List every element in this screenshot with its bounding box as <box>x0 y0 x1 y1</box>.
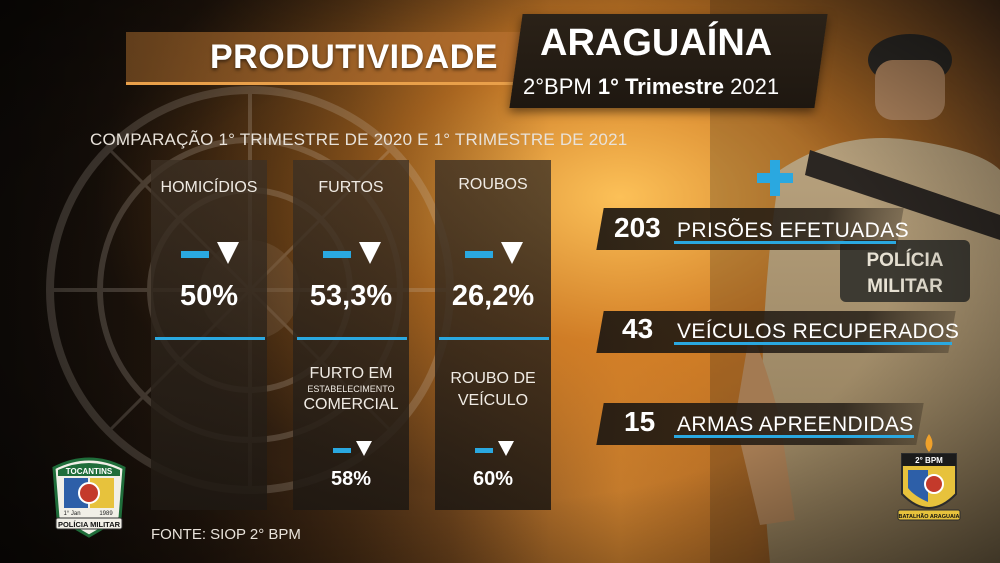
badge-left-top: TOCANTINS <box>66 467 113 476</box>
stat-label-armas: ARMAS APREENDIDAS <box>677 413 914 436</box>
stat-label-veiculos: VEÍCULOS RECUPERADOS <box>677 320 960 343</box>
comparison-label: COMPARAÇÃO 1° TRIMESTRE DE 2020 E 1° TRI… <box>90 130 628 149</box>
stat-number-prisoes: 203 <box>614 212 661 243</box>
policia-militar-tocantins-badge: TOCANTINS 1° Jan 1989 POLÍCIA MILITAR <box>52 457 126 538</box>
badge-left-year: 1989 <box>99 511 113 517</box>
officer-patch-line1: POLÍCIA <box>866 249 943 271</box>
decrease-icon <box>151 240 267 268</box>
value-homicidios: 50% <box>179 280 239 312</box>
stat-underline <box>674 435 914 438</box>
value-roubo-veiculo: 60% <box>472 468 514 490</box>
city-subtitle: 2°BPM 1° Trimestre 2021 <box>523 74 779 100</box>
source-note: FONTE: SIOP 2° BPM <box>151 526 301 543</box>
value-furto-comercial: 58% <box>330 468 372 490</box>
column-furtos <box>293 160 409 510</box>
column-label-furtos: FURTOS <box>318 179 384 196</box>
column-divider <box>297 337 407 340</box>
sub-label-roubo-veiculo: ROUBO DE VEÍCULO <box>435 368 551 412</box>
value-roubos: 26,2% <box>451 280 535 312</box>
decrease-icon <box>293 240 409 268</box>
decrease-icon-small <box>435 440 551 460</box>
sub-label-small: ESTABELECIMENTO <box>307 384 395 394</box>
title-underline <box>126 82 536 85</box>
badge-left-bottom: POLÍCIA MILITAR <box>58 520 121 529</box>
badge-left-date: 1° Jan <box>63 511 80 517</box>
page-title: PRODUTIVIDADE <box>210 38 498 76</box>
column-label-roubos: ROUBOS <box>458 176 528 193</box>
sub-label-furto-comercial: FURTO EM ESTABELECIMENTO COMERCIAL <box>293 364 409 414</box>
column-divider <box>155 337 265 340</box>
unit-label: 2°BPM <box>523 74 592 99</box>
sub-label-line2: VEÍCULO <box>457 392 529 409</box>
value-furtos: 53,3% <box>309 280 393 312</box>
column-label-homicidios: HOMICÍDIOS <box>160 179 258 196</box>
city-name: ARAGUAÍNA <box>540 22 773 64</box>
stat-underline <box>674 342 952 345</box>
column-roubos <box>435 160 551 510</box>
year-label: 2021 <box>730 74 780 99</box>
officer-patch-line2: MILITAR <box>867 276 943 297</box>
sub-label-line1: ROUBO DE <box>450 370 536 387</box>
period-label: 1° Trimestre <box>597 74 725 99</box>
column-divider <box>439 337 549 340</box>
stat-underline <box>674 241 896 244</box>
stat-label-prisoes: PRISÕES EFETUADAS <box>677 219 910 242</box>
decrease-icon <box>435 240 551 268</box>
stat-number-veiculos: 43 <box>622 313 654 344</box>
badge-right-top: 2° BPM <box>915 456 943 465</box>
decrease-icon-small <box>293 440 409 460</box>
badge-right-bottom: BATALHÃO ARAGUAIA <box>898 513 959 520</box>
batalhao-araguaia-badge: 2° BPM BATALHÃO ARAGUAIA <box>897 434 961 521</box>
sub-label-line1: FURTO EM <box>309 365 393 382</box>
column-homicidios <box>151 160 267 510</box>
plus-icon <box>757 160 793 196</box>
sub-label-line2: COMERCIAL <box>303 396 399 413</box>
title-bar <box>126 32 526 82</box>
stat-number-armas: 15 <box>624 406 656 437</box>
